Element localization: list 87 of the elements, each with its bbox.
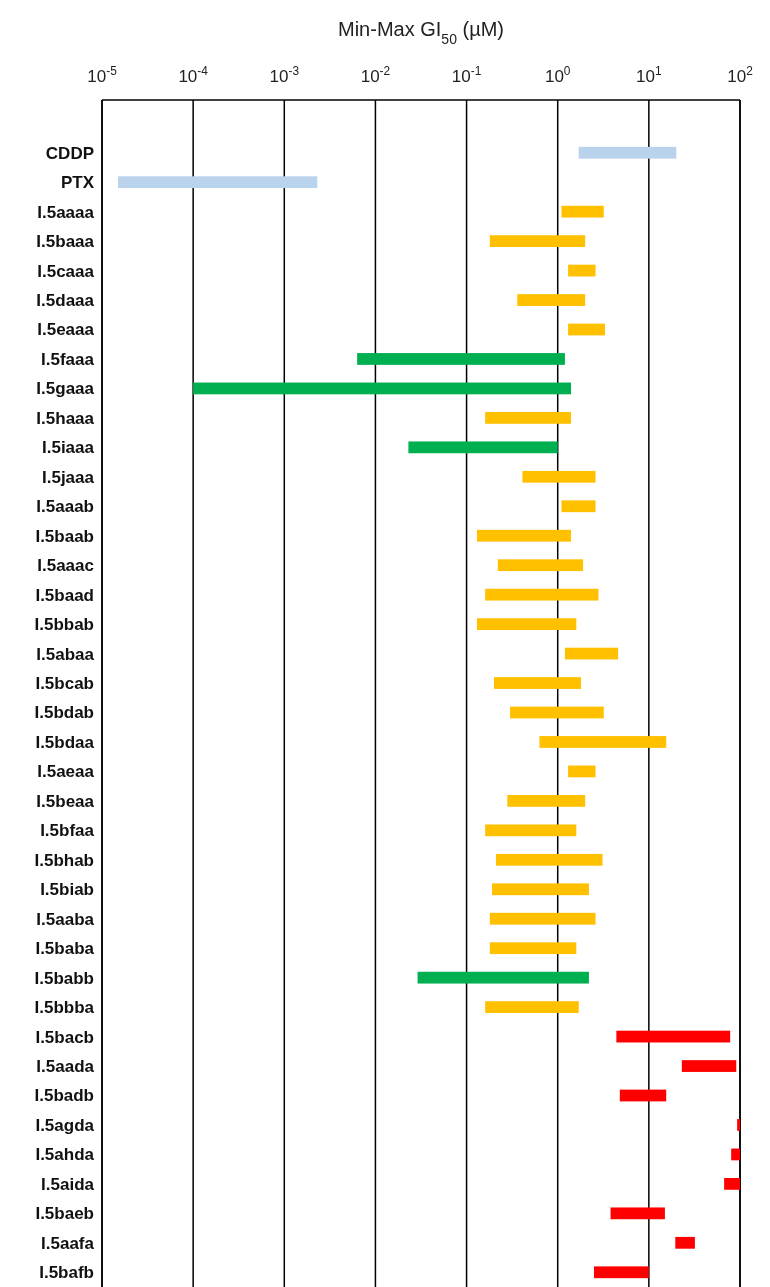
bar <box>357 353 565 365</box>
y-tick-label: I.5bdaa <box>35 732 95 752</box>
x-axis-title: Min-Max GI$_{50}$ (µM) <box>338 18 504 47</box>
bar <box>193 382 572 395</box>
bar <box>476 529 572 542</box>
bar <box>485 411 572 424</box>
x-tick-label: 10$^{0}$ <box>544 64 571 86</box>
y-tick-label: I.5beaa <box>36 791 95 811</box>
bar <box>476 618 577 631</box>
y-tick-label: I.5aaaa <box>37 202 95 222</box>
y-tick-label: I.5aaac <box>37 556 94 576</box>
bar <box>489 235 586 248</box>
y-tick-label: I.5eaaa <box>37 320 95 340</box>
y-tick-label: I.5biab <box>40 880 94 900</box>
x-tick-label: 10$^{2}$ <box>727 64 754 86</box>
bar <box>497 559 584 572</box>
y-tick-label: I.5bdab <box>34 703 94 723</box>
bar <box>489 942 577 955</box>
y-tick-label: I.5baad <box>35 585 94 605</box>
bar <box>517 294 586 306</box>
x-tick-label: 10$^{-1}$ <box>451 64 482 86</box>
bar <box>485 824 577 837</box>
bar <box>522 470 596 483</box>
y-tick-label: I.5aeaa <box>37 762 95 782</box>
bar <box>675 1236 695 1249</box>
y-tick-label: I.5baeb <box>35 1204 94 1224</box>
bar <box>593 1266 649 1279</box>
y-tick-label: I.5baaa <box>36 232 95 252</box>
x-tick-label: 10$^{-4}$ <box>178 64 209 86</box>
bar <box>510 706 604 719</box>
bar <box>495 853 603 866</box>
bar <box>578 146 677 159</box>
bar <box>681 1060 737 1072</box>
bar <box>731 1148 740 1161</box>
y-tick-label: I.5agda <box>35 1115 95 1135</box>
bar <box>610 1207 665 1220</box>
bar <box>564 647 619 660</box>
bar <box>507 794 586 807</box>
bar <box>485 588 599 601</box>
y-tick-label: I.5badb <box>34 1086 94 1106</box>
y-tick-label: I.5baab <box>35 526 94 546</box>
y-tick-label: I.5gaaa <box>36 379 95 399</box>
bar <box>568 264 596 277</box>
y-tick-label: I.5faaa <box>41 349 95 369</box>
y-tick-label: I.5aaab <box>36 497 94 517</box>
y-tick-label: I.5abaa <box>36 644 95 664</box>
y-tick-label: I.5bcab <box>35 673 94 693</box>
y-tick-label: I.5bafb <box>39 1263 94 1283</box>
x-tick-label: 10$^{-2}$ <box>360 64 391 86</box>
bar <box>494 677 581 689</box>
y-tick-label: I.5bbba <box>34 998 95 1018</box>
y-tick-label: I.5bfaa <box>40 821 95 841</box>
y-tick-label: I.5babb <box>34 968 94 988</box>
y-tick-label: I.5aada <box>36 1056 95 1076</box>
x-tick-label: 10$^{1}$ <box>636 64 663 86</box>
y-tick-label: I.5bhab <box>34 850 94 870</box>
bar <box>568 765 596 778</box>
bar <box>561 205 604 218</box>
x-tick-label: 10$^{-3}$ <box>269 64 300 86</box>
y-tick-label: I.5daaa <box>36 290 95 310</box>
bar <box>489 912 596 925</box>
bar <box>417 971 589 984</box>
y-tick-label: I.5bacb <box>35 1027 94 1047</box>
y-tick-label: I.5haaa <box>36 408 95 428</box>
bar <box>724 1177 740 1190</box>
x-tick-label: 10$^{-5}$ <box>87 64 118 86</box>
y-tick-label: I.5jaaa <box>42 467 95 487</box>
y-tick-label: I.5aaba <box>36 909 95 929</box>
bar <box>619 1089 667 1102</box>
bar <box>737 1119 740 1131</box>
bar <box>539 736 667 748</box>
y-tick-label: I.5baba <box>35 939 95 959</box>
y-tick-label: I.5iaaa <box>42 438 95 458</box>
y-tick-label: PTX <box>60 173 95 193</box>
bar <box>491 883 589 896</box>
bar <box>118 176 318 189</box>
y-tick-label: I.5aafa <box>41 1233 95 1253</box>
y-tick-label: I.5caaa <box>37 261 95 281</box>
bar <box>616 1030 731 1043</box>
bar <box>485 1001 579 1013</box>
bar <box>568 323 605 336</box>
y-tick-label: I.5bbab <box>34 615 94 635</box>
bar <box>561 500 596 513</box>
y-tick-label: CDDP <box>45 143 94 163</box>
y-tick-label: I.5ahda <box>35 1145 95 1165</box>
y-tick-label: I.5aida <box>41 1174 95 1194</box>
bar <box>408 441 558 454</box>
